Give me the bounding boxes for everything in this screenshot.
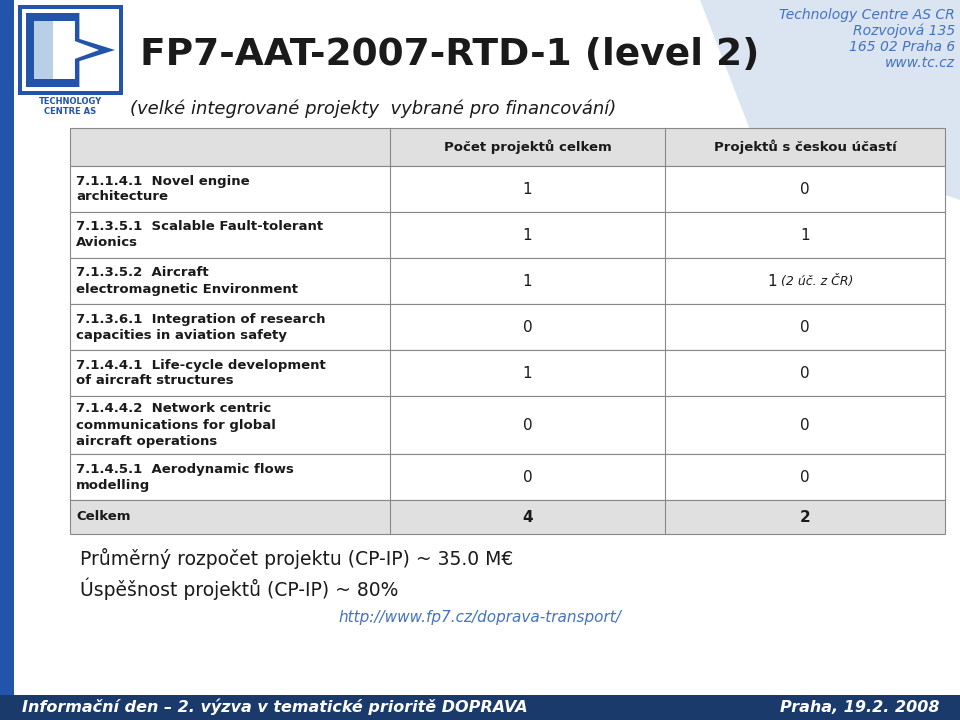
Text: Průměrný rozpočet projektu (CP-IP) ~ 35.0 M€: Průměrný rozpočet projektu (CP-IP) ~ 35.… xyxy=(80,548,514,569)
Text: Praha, 19.2. 2008: Praha, 19.2. 2008 xyxy=(780,700,940,714)
Text: 1: 1 xyxy=(801,228,810,243)
Text: 7.1.4.4.2  Network centric
communications for global
aircraft operations: 7.1.4.4.2 Network centric communications… xyxy=(76,402,276,448)
Bar xyxy=(70,212,945,258)
Bar xyxy=(70,396,945,454)
Bar xyxy=(70,304,945,350)
Text: Rozvojová 135: Rozvojová 135 xyxy=(852,24,955,38)
Text: 0: 0 xyxy=(522,469,532,485)
Text: Úspěšnost projektů (CP-IP) ~ 80%: Úspěšnost projektů (CP-IP) ~ 80% xyxy=(80,578,398,600)
Text: 0: 0 xyxy=(522,320,532,335)
Text: 7.1.3.5.2  Aircraft
electromagnetic Environment: 7.1.3.5.2 Aircraft electromagnetic Envir… xyxy=(76,266,298,295)
Bar xyxy=(0,695,960,720)
Text: 7.1.4.5.1  Aerodynamic flows
modelling: 7.1.4.5.1 Aerodynamic flows modelling xyxy=(76,462,294,492)
Text: (2 úč. z ČR): (2 úč. z ČR) xyxy=(781,274,853,287)
Text: Počet projektů celkem: Počet projektů celkem xyxy=(444,140,612,154)
Text: 1: 1 xyxy=(522,366,532,380)
Text: 0: 0 xyxy=(801,320,810,335)
Text: 0: 0 xyxy=(801,366,810,380)
Text: 7.1.3.6.1  Integration of research
capacities in aviation safety: 7.1.3.6.1 Integration of research capaci… xyxy=(76,312,325,341)
Text: (velké integrované projekty  vybrané pro financování): (velké integrované projekty vybrané pro … xyxy=(130,100,616,119)
Text: www.tc.cz: www.tc.cz xyxy=(885,56,955,70)
Text: 1: 1 xyxy=(522,181,532,197)
Text: 7.1.4.4.1  Life-cycle development
of aircraft structures: 7.1.4.4.1 Life-cycle development of airc… xyxy=(76,359,325,387)
Bar xyxy=(70,128,945,166)
Text: 4: 4 xyxy=(522,510,533,524)
Text: TECHNOLOGY
CENTRE AS: TECHNOLOGY CENTRE AS xyxy=(38,97,102,117)
Text: 165 02 Praha 6: 165 02 Praha 6 xyxy=(849,40,955,54)
Text: 0: 0 xyxy=(801,418,810,433)
Text: 0: 0 xyxy=(801,181,810,197)
Bar xyxy=(70,166,945,212)
Polygon shape xyxy=(700,0,960,200)
Bar xyxy=(70,500,945,534)
Text: 7.1.3.5.1  Scalable Fault-tolerant
Avionics: 7.1.3.5.1 Scalable Fault-tolerant Avioni… xyxy=(76,220,324,250)
Text: FP7-AAT-2007-RTD-1 (level 2): FP7-AAT-2007-RTD-1 (level 2) xyxy=(140,37,759,73)
Bar xyxy=(70,454,945,500)
Text: 1: 1 xyxy=(522,228,532,243)
Polygon shape xyxy=(34,21,99,79)
Text: 0: 0 xyxy=(522,418,532,433)
Text: 2: 2 xyxy=(800,510,810,524)
Text: Celkem: Celkem xyxy=(76,510,131,523)
Polygon shape xyxy=(34,21,53,79)
Text: http://www.fp7.cz/doprava-transport/: http://www.fp7.cz/doprava-transport/ xyxy=(339,610,621,625)
Bar xyxy=(70,350,945,396)
Bar xyxy=(0,0,14,695)
Text: 1: 1 xyxy=(522,274,532,289)
Text: 1: 1 xyxy=(767,274,777,289)
Text: 7.1.1.4.1  Novel engine
architecture: 7.1.1.4.1 Novel engine architecture xyxy=(76,174,250,204)
Text: 0: 0 xyxy=(801,469,810,485)
Text: Technology Centre AS CR: Technology Centre AS CR xyxy=(780,8,955,22)
Bar xyxy=(70,258,945,304)
Text: Projektů s českou účastí: Projektů s českou účastí xyxy=(713,140,897,154)
Polygon shape xyxy=(26,13,115,87)
Text: Informační den – 2. výzva v tematické prioritě DOPRAVA: Informační den – 2. výzva v tematické pr… xyxy=(22,698,528,715)
Bar xyxy=(22,9,119,91)
Bar xyxy=(18,5,123,95)
